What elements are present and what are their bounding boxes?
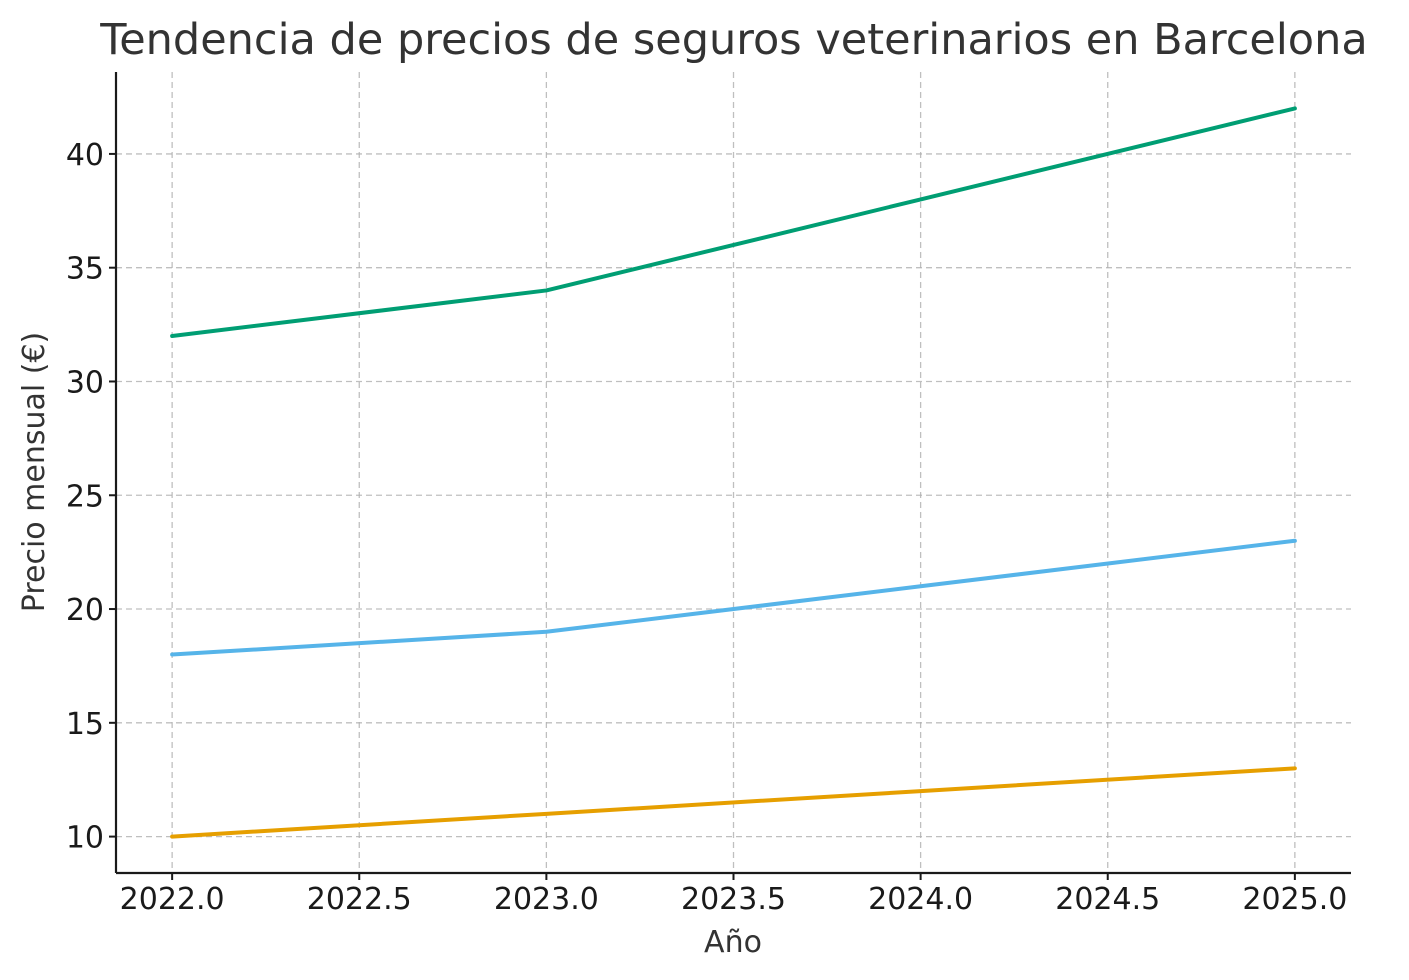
x-tick-label: 2022.5: [307, 882, 412, 917]
grid: [116, 72, 1351, 873]
x-tick-label: 2023.0: [494, 882, 599, 917]
chart-title: Tendencia de precios de seguros veterina…: [99, 15, 1367, 65]
x-axis-label: Año: [704, 925, 762, 960]
series-line-1: [170, 106, 1297, 338]
x-tick-label: 2022.0: [120, 882, 225, 917]
y-tick-label: 25: [66, 479, 104, 514]
series-line-2: [170, 538, 1297, 657]
series-line-3: [170, 766, 1297, 839]
y-tick-label: 30: [66, 365, 104, 400]
y-axis-ticks: 10 15 20 25 30 35 40: [66, 138, 116, 856]
y-tick-label: 40: [66, 138, 104, 173]
y-tick-label: 15: [66, 707, 104, 742]
x-tick-label: 2024.5: [1055, 882, 1160, 917]
x-tick-label: 2023.5: [681, 882, 786, 917]
y-tick-label: 35: [66, 252, 104, 287]
y-axis-label: Precio mensual (€): [17, 332, 52, 613]
y-tick-label: 10: [66, 821, 104, 856]
y-tick-label: 20: [66, 593, 104, 628]
x-axis-ticks: 2022.0 2022.5 2023.0 2023.5 2024.0 2024.5 2025…: [120, 873, 1347, 917]
x-tick-label: 2025.0: [1242, 882, 1347, 917]
series-layer: [170, 106, 1297, 839]
x-tick-label: 2024.0: [868, 882, 973, 917]
